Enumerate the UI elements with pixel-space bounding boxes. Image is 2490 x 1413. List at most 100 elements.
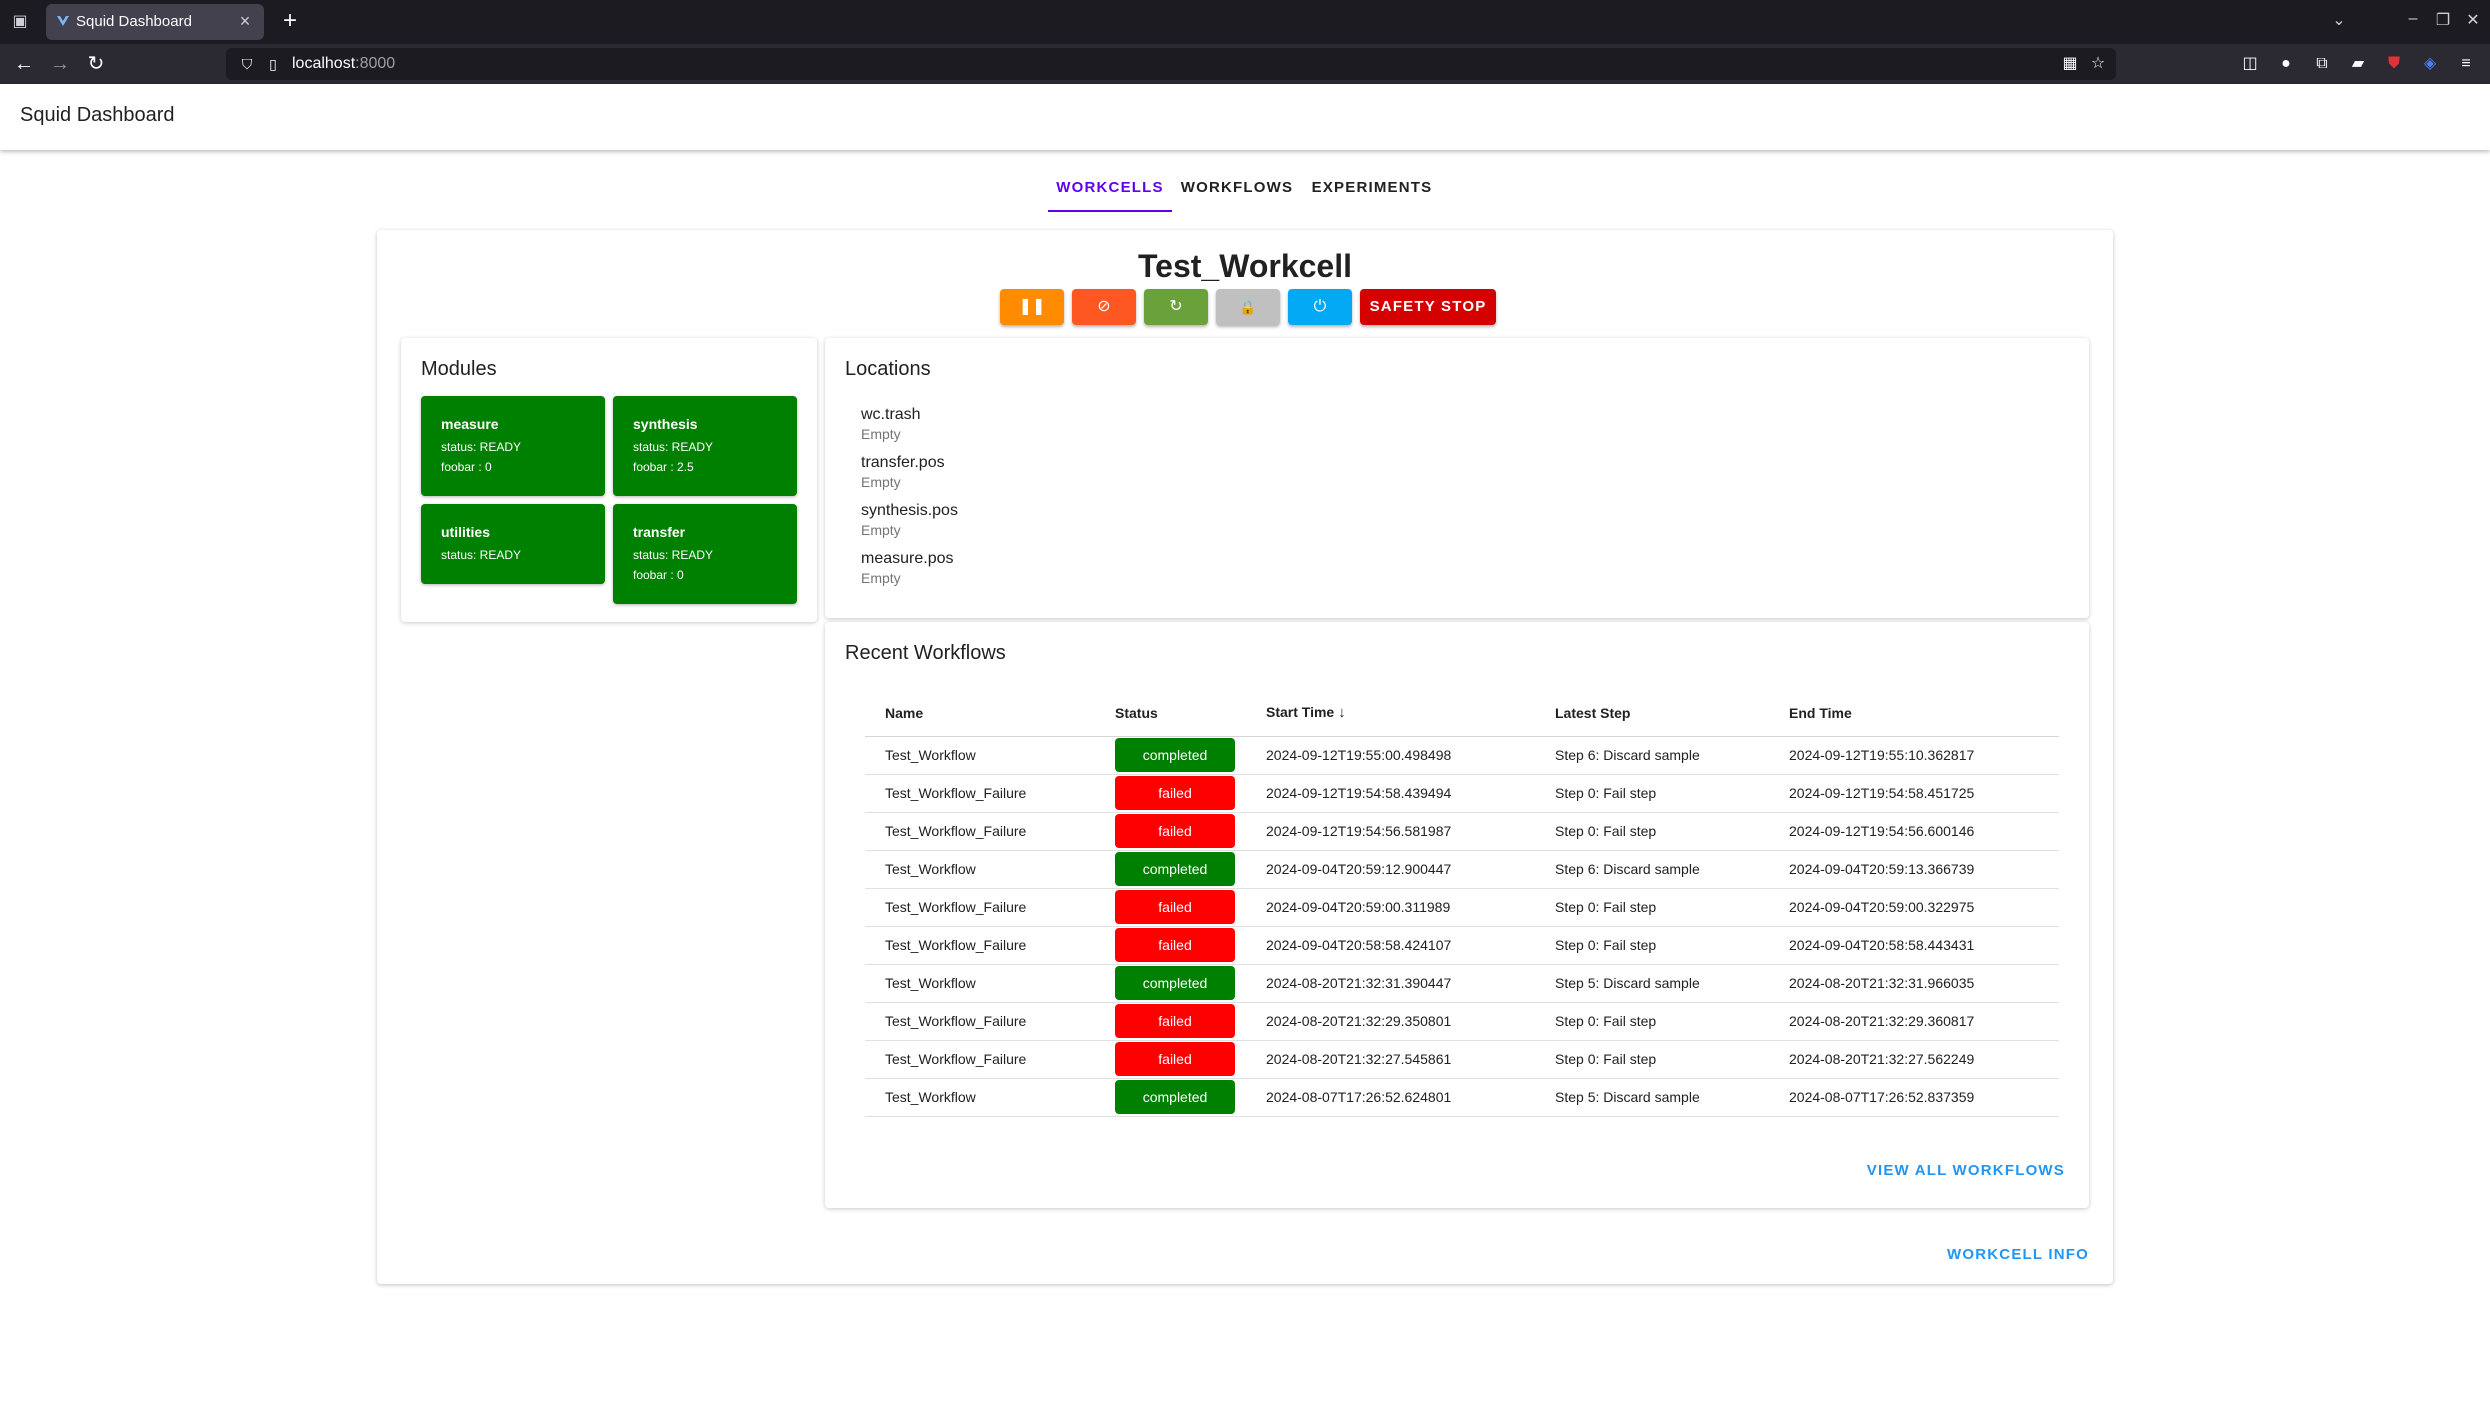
reset-button[interactable]: ↻: [1144, 289, 1208, 325]
module-transfer[interactable]: transfer status: READY foobar : 0: [613, 504, 797, 604]
power-button[interactable]: ⏻: [1288, 289, 1352, 325]
back-icon[interactable]: ←: [14, 53, 34, 75]
column-header-status[interactable]: Status: [1095, 690, 1246, 737]
bookmark-star-icon[interactable]: ☆: [2090, 55, 2106, 72]
cell-start-time: 2024-09-12T19:54:56.581987: [1246, 812, 1535, 851]
url-bar[interactable]: ⛉ ▯ localhost:8000 ▦ ☆: [226, 48, 2116, 80]
bitwarden-icon[interactable]: ◈: [2423, 55, 2437, 72]
browser-tab-bar: ▣ Squid Dashboard × + ⌄ – ❐ ✕: [0, 0, 2490, 44]
module-name: synthesis: [633, 416, 698, 432]
location-name[interactable]: wc.trash: [861, 406, 921, 423]
app-bar: Squid Dashboard: [0, 84, 2490, 150]
restore-icon[interactable]: ❐: [2435, 12, 2451, 29]
reload-icon[interactable]: ↻: [87, 53, 105, 75]
tab-workflows[interactable]: WORKFLOWS: [1180, 179, 1294, 196]
module-synthesis[interactable]: synthesis status: READY foobar : 2.5: [613, 396, 797, 496]
browser-nav-bar: ← → ↻ ⛉ ▯ localhost:8000 ▦ ☆: [0, 44, 2490, 84]
power-icon: ⏻: [1313, 298, 1327, 315]
module-status: status: READY: [633, 440, 714, 454]
module-measure[interactable]: measure status: READY foobar : 0: [421, 396, 605, 496]
cell-end-time: 2024-09-04T20:58:58.443431: [1769, 926, 2059, 965]
cell-status: completed: [1095, 964, 1246, 1003]
table-row[interactable]: Test_Workflow_Failure failed 2024-09-04T20…: [865, 926, 2059, 965]
module-utilities[interactable]: utilities status: READY: [421, 504, 605, 584]
vuetify-favicon-icon: [57, 16, 69, 26]
view-all-workflows-button[interactable]: VIEW ALL WORKFLOWS: [1866, 1162, 2065, 1179]
recent-workflows-card: Recent Workflows Name Status Start Time …: [825, 622, 2089, 1208]
menu-icon[interactable]: ≡: [2461, 55, 2471, 72]
browser-tab[interactable]: Squid Dashboard ×: [46, 4, 264, 40]
cell-name: Test_Workflow_Failure: [865, 812, 1095, 851]
cell-name: Test_Workflow_Failure: [865, 888, 1095, 927]
cell-status: failed: [1095, 1002, 1246, 1041]
forward-icon[interactable]: →: [50, 53, 70, 75]
status-badge: failed: [1115, 776, 1235, 810]
minimize-icon[interactable]: –: [2408, 10, 2418, 27]
cell-end-time: 2024-09-12T19:54:56.600146: [1769, 812, 2059, 851]
url-text[interactable]: localhost:8000: [292, 55, 396, 72]
cell-status: failed: [1095, 888, 1246, 927]
new-tab-icon[interactable]: +: [282, 7, 297, 34]
module-name: transfer: [633, 524, 686, 540]
tab-list-icon[interactable]: ▣: [12, 13, 28, 30]
workcell-info-button[interactable]: WORKCELL INFO: [1947, 1246, 2089, 1263]
table-row[interactable]: Test_Workflow_Failure failed 2024-08-20T21…: [865, 1040, 2059, 1079]
cell-status: failed: [1095, 1040, 1246, 1079]
location-name[interactable]: synthesis.pos: [861, 502, 958, 519]
locations-card: Locations wc.trash Empty transfer.pos Em…: [825, 338, 2089, 618]
extensions-icon[interactable]: ⧉: [2316, 55, 2328, 72]
table-row[interactable]: Test_Workflow_Failure failed 2024-09-12T19…: [865, 812, 2059, 851]
tab-title: Squid Dashboard: [76, 13, 192, 30]
cell-latest-step: Step 0: Fail step: [1535, 774, 1769, 813]
cell-end-time: 2024-08-07T17:26:52.837359: [1769, 1078, 2059, 1117]
table-row[interactable]: Test_Workflow_Failure failed 2024-09-12T19…: [865, 774, 2059, 813]
column-header-name[interactable]: Name: [865, 690, 1095, 737]
shield-icon[interactable]: ⛉: [241, 56, 253, 72]
reset-icon: ↻: [1169, 298, 1183, 315]
close-tab-icon[interactable]: ×: [239, 11, 251, 31]
cell-name: Test_Workflow: [865, 736, 1095, 775]
table-row[interactable]: Test_Workflow_Failure failed 2024-09-04T20…: [865, 888, 2059, 927]
lock-button[interactable]: 🔒: [1216, 289, 1280, 325]
column-header-end-time[interactable]: End Time: [1769, 690, 2059, 737]
pocket-icon[interactable]: ◫: [2242, 55, 2258, 72]
cell-status: completed: [1095, 850, 1246, 889]
tab-experiments[interactable]: EXPERIMENTS: [1311, 179, 1433, 196]
table-row[interactable]: Test_Workflow completed 2024-08-07T17:26:5…: [865, 1078, 2059, 1117]
location-name[interactable]: measure.pos: [861, 550, 954, 567]
cell-end-time: 2024-09-12T19:55:10.362817: [1769, 736, 2059, 775]
page-info-icon[interactable]: ▯: [269, 56, 277, 72]
column-header-start-time[interactable]: Start Time ↓: [1246, 690, 1535, 737]
location-name[interactable]: transfer.pos: [861, 454, 945, 471]
table-row[interactable]: Test_Workflow completed 2024-09-04T20:59:1…: [865, 850, 2059, 889]
module-value: foobar : 2.5: [633, 460, 694, 474]
cell-start-time: 2024-09-12T19:55:00.498498: [1246, 736, 1535, 775]
extension-orange-icon[interactable]: ▰: [2351, 55, 2365, 72]
recent-workflows-title: Recent Workflows: [845, 642, 1006, 664]
table-row[interactable]: Test_Workflow_Failure failed 2024-08-20T21…: [865, 1002, 2059, 1041]
cell-status: completed: [1095, 1078, 1246, 1117]
table-row[interactable]: Test_Workflow completed 2024-09-12T19:55:0…: [865, 736, 2059, 775]
pause-button[interactable]: ❚❚: [1000, 289, 1064, 325]
tab-overflow-chevron-icon[interactable]: ⌄: [2332, 12, 2346, 29]
ublock-icon[interactable]: ⛊: [2387, 55, 2400, 72]
table-row[interactable]: Test_Workflow completed 2024-08-20T21:32:3…: [865, 964, 2059, 1003]
close-window-icon[interactable]: ✕: [2466, 12, 2480, 29]
tab-workcells[interactable]: WORKCELLS: [1048, 178, 1172, 212]
module-status: status: READY: [441, 440, 522, 454]
cell-start-time: 2024-09-12T19:54:58.439494: [1246, 774, 1535, 813]
cell-status: failed: [1095, 926, 1246, 965]
cancel-icon: ⊘: [1097, 298, 1111, 315]
cell-name: Test_Workflow: [865, 850, 1095, 889]
module-status: status: READY: [441, 548, 522, 562]
account-icon[interactable]: ●: [2281, 55, 2291, 72]
column-header-latest-step[interactable]: Latest Step: [1535, 690, 1769, 737]
location-state: Empty: [861, 426, 901, 442]
safety-stop-button[interactable]: SAFETY STOP: [1360, 289, 1496, 325]
arrow-down-icon[interactable]: ↓: [1338, 704, 1346, 722]
qr-code-icon[interactable]: ▦: [2062, 55, 2078, 72]
location-state: Empty: [861, 474, 901, 490]
cancel-button[interactable]: ⊘: [1072, 289, 1136, 325]
status-badge: failed: [1115, 1004, 1235, 1038]
cell-latest-step: Step 0: Fail step: [1535, 1040, 1769, 1079]
